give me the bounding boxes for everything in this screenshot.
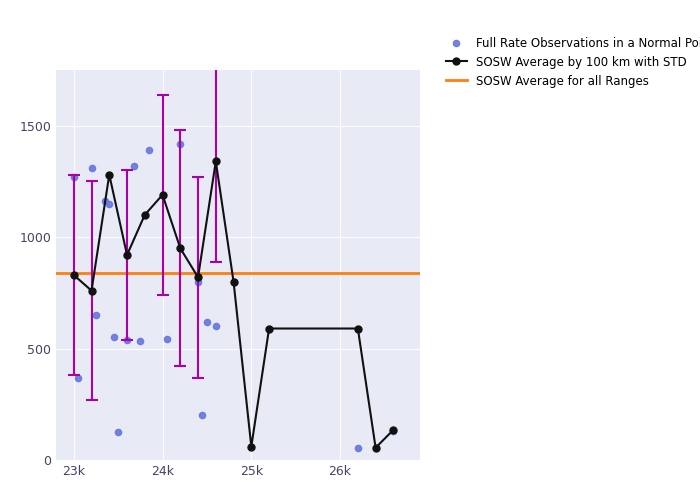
Full Rate Observations in a Normal Point [134,337,146,345]
Full Rate Observations in a Normal Point [144,146,155,154]
SOSW Average by 100 km with STD [194,274,202,280]
Full Rate Observations in a Normal Point [193,278,204,285]
Full Rate Observations in a Normal Point [113,428,124,436]
SOSW Average by 100 km with STD [69,272,78,278]
Full Rate Observations in a Normal Point [175,140,186,147]
Full Rate Observations in a Normal Point [99,198,111,205]
Full Rate Observations in a Normal Point [108,334,119,342]
Legend: Full Rate Observations in a Normal Point, SOSW Average by 100 km with STD, SOSW : Full Rate Observations in a Normal Point… [440,31,700,94]
SOSW Average by 100 km with STD [88,288,96,294]
SOSW Average by 100 km with STD [211,158,220,164]
SOSW Average by 100 km with STD [265,326,273,332]
Full Rate Observations in a Normal Point [68,173,79,181]
SOSW Average by 100 km with STD [389,427,398,433]
Full Rate Observations in a Normal Point [73,374,84,382]
SOSW Average by 100 km with STD [354,326,362,332]
SOSW Average by 100 km with STD [122,252,131,258]
SOSW Average by 100 km with STD [176,246,185,252]
Full Rate Observations in a Normal Point [162,334,173,342]
Full Rate Observations in a Normal Point [388,427,399,435]
SOSW Average by 100 km with STD [230,278,238,284]
SOSW Average by 100 km with STD [158,192,167,198]
Full Rate Observations in a Normal Point [352,444,363,452]
Full Rate Observations in a Normal Point [228,278,239,285]
SOSW Average by 100 km with STD [247,444,256,450]
Full Rate Observations in a Normal Point [90,311,101,319]
SOSW Average by 100 km with STD [141,212,149,218]
Full Rate Observations in a Normal Point [104,200,115,207]
Full Rate Observations in a Normal Point [86,164,97,172]
Line: SOSW Average by 100 km with STD: SOSW Average by 100 km with STD [70,158,397,451]
Full Rate Observations in a Normal Point [210,322,221,330]
Full Rate Observations in a Normal Point [197,412,208,420]
Full Rate Observations in a Normal Point [129,162,140,170]
Full Rate Observations in a Normal Point [121,336,132,344]
SOSW Average by 100 km with STD [105,172,113,177]
SOSW Average by 100 km with STD [372,444,380,450]
Full Rate Observations in a Normal Point [202,318,213,326]
